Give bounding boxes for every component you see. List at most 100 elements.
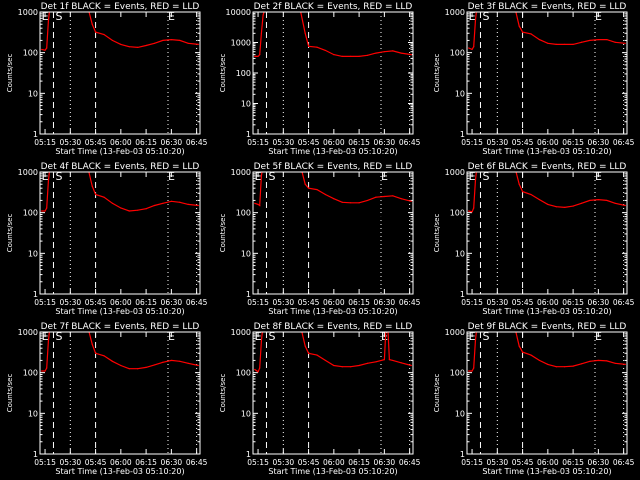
panel-title: Det 4f BLACK = Events, RED = LLD — [41, 162, 200, 172]
marker-label-e: E — [168, 170, 175, 183]
data-point-lld — [120, 43, 122, 45]
data-point-events — [564, 68, 566, 70]
data-point-lld — [614, 202, 616, 204]
data-point-lld — [170, 38, 172, 41]
data-point-lld — [538, 198, 541, 201]
data-point-lld — [547, 203, 549, 205]
data-point-events — [538, 390, 541, 392]
y-tick-label: 1000 — [231, 39, 251, 48]
data-point-lld — [572, 43, 574, 45]
y-tick-label: 100 — [236, 69, 251, 78]
x-tick-label: 06:15 — [348, 298, 370, 307]
data-point-lld — [350, 202, 352, 204]
data-point-lld — [392, 195, 394, 197]
data-point-lld — [518, 345, 520, 347]
x-axis-label: Start Time (13-Feb-03 05:10:20) — [482, 147, 611, 156]
data-point-events — [358, 222, 360, 224]
data-point-events — [174, 412, 176, 414]
data-point-events — [375, 387, 377, 389]
data-point-lld — [468, 210, 470, 212]
data-point-lld — [197, 204, 199, 207]
plot-frame — [39, 171, 201, 295]
data-point-lld — [44, 370, 46, 372]
data-point-lld — [580, 202, 583, 204]
marker-label-e: E — [469, 10, 476, 23]
x-tick-label: 06:00 — [323, 138, 345, 147]
marker-label-e: E — [469, 170, 476, 183]
data-point-lld — [589, 199, 591, 202]
data-point-events — [333, 390, 335, 392]
data-point-lld — [383, 195, 385, 198]
data-point-events — [385, 52, 387, 54]
x-tick-label: 06:45 — [613, 298, 635, 307]
data-point-lld — [468, 370, 470, 372]
data-point-lld — [538, 38, 541, 41]
data-point-lld — [624, 42, 626, 44]
x-tick-label: 06:30 — [588, 298, 610, 307]
y-tick-label: 10 — [455, 409, 465, 418]
data-point-events — [383, 52, 385, 54]
data-point-events — [137, 73, 139, 75]
data-point-events — [601, 414, 603, 416]
x-tick-label: 06:45 — [186, 298, 208, 307]
data-point-lld — [473, 46, 475, 48]
data-point-lld — [41, 370, 43, 372]
y-axis-label: Counts/sec — [6, 214, 14, 253]
x-axis-label: Start Time (13-Feb-03 05:10:20) — [268, 307, 397, 316]
data-point-events — [162, 384, 164, 386]
data-point-lld — [316, 46, 318, 48]
x-tick-label: 06:30 — [161, 458, 183, 467]
panel-det-6: Det 6f BLACK = Events, RED = LLD Counts/s… — [433, 162, 635, 316]
data-point-lld — [580, 363, 583, 365]
x-axis-label: Start Time (13-Feb-03 05:10:20) — [268, 147, 397, 156]
x-tick-label: 06:30 — [161, 298, 183, 307]
marker-label-e: E — [595, 170, 602, 183]
data-point-lld — [375, 52, 377, 54]
data-point-lld — [254, 55, 256, 58]
data-point-lld — [530, 33, 532, 35]
plot-frame — [39, 331, 201, 455]
data-point-events — [538, 224, 541, 226]
x-tick-label: 05:15 — [461, 458, 483, 467]
x-tick-label: 06:45 — [186, 138, 208, 147]
series-line-events — [525, 382, 603, 416]
x-tick-label: 05:45 — [512, 458, 534, 467]
x-tick-label: 06:00 — [110, 458, 132, 467]
x-tick-label: 06:00 — [537, 458, 559, 467]
x-tick-label: 06:15 — [348, 138, 370, 147]
marker-label-s: S — [482, 330, 489, 343]
x-tick-label: 06:15 — [562, 138, 584, 147]
data-point-lld — [145, 44, 147, 47]
data-point-lld — [350, 366, 352, 368]
data-point-lld — [572, 205, 574, 207]
data-point-lld — [471, 211, 473, 213]
x-tick-label: 06:15 — [135, 298, 157, 307]
data-point-lld — [254, 202, 256, 204]
x-tick-label: 05:15 — [34, 458, 56, 467]
data-point-lld — [179, 39, 181, 42]
y-tick-label: 1 — [460, 130, 465, 139]
data-point-lld — [333, 198, 335, 200]
data-point-lld — [471, 48, 473, 51]
data-point-lld — [624, 363, 626, 365]
panel-title: Det 8f BLACK = Events, RED = LLD — [254, 322, 413, 332]
data-point-lld — [521, 31, 524, 33]
marker-label-e: E — [42, 330, 49, 343]
data-point-events — [385, 214, 387, 217]
data-point-events — [387, 245, 389, 247]
marker-label-s: S — [268, 170, 275, 183]
data-point-lld — [94, 352, 97, 354]
data-point-events — [316, 379, 318, 381]
data-point-events — [375, 54, 377, 56]
panel-title: Det 9f BLACK = Events, RED = LLD — [468, 322, 627, 332]
x-tick-label: 06:15 — [348, 458, 370, 467]
data-point-lld — [392, 50, 394, 52]
data-point-lld — [555, 43, 557, 45]
y-axis-label: Counts/sec — [433, 54, 441, 93]
data-point-events — [170, 228, 172, 230]
data-point-lld — [538, 359, 541, 362]
data-point-events — [375, 217, 377, 219]
panel-title: Det 2f BLACK = Events, RED = LLD — [254, 2, 413, 12]
y-tick-label: 10 — [455, 249, 465, 258]
data-point-lld — [606, 360, 608, 362]
